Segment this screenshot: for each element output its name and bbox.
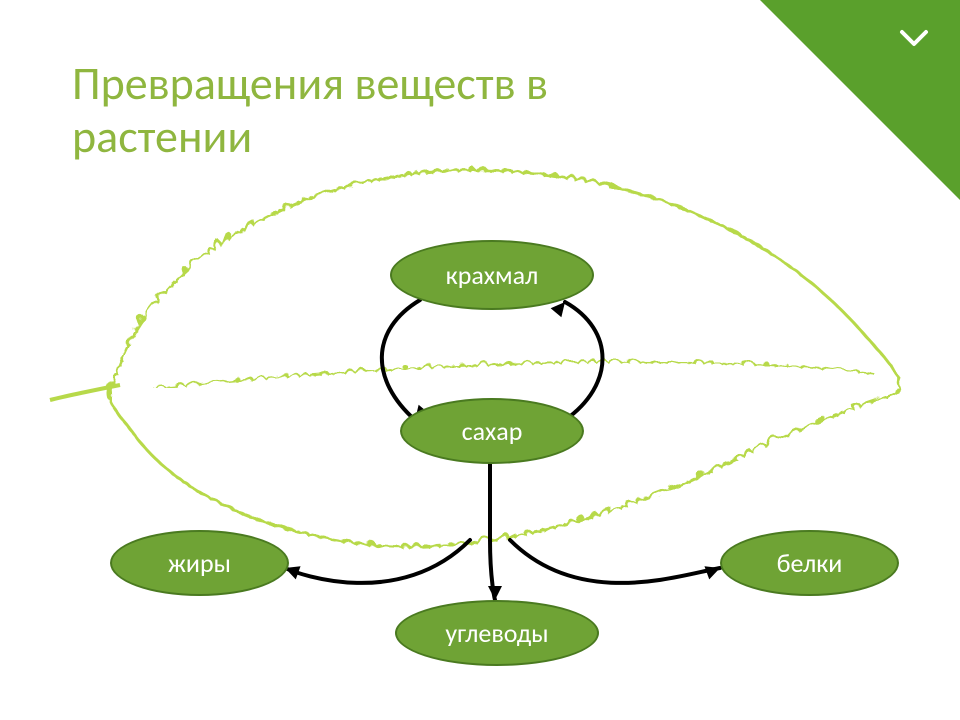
node-carbs: углеводы xyxy=(395,600,599,666)
node-proteins: белки xyxy=(720,530,899,596)
arrow-head-3 xyxy=(488,586,502,600)
leaf-vein xyxy=(150,358,870,385)
node-fats-label: жиры xyxy=(168,547,231,579)
slide-title: Превращения веществ в растении xyxy=(72,58,692,164)
node-starch: крахмал xyxy=(390,240,594,310)
arrow-path-0 xyxy=(382,300,420,420)
node-sugar: сахар xyxy=(400,398,584,464)
arrow-path-4 xyxy=(490,540,495,600)
slide: Превращения веществ в растении крахмал са… xyxy=(0,0,960,720)
node-proteins-label: белки xyxy=(777,547,843,579)
arrow-path-5 xyxy=(510,540,720,583)
node-carbs-label: углеводы xyxy=(445,617,548,649)
node-sugar-label: сахар xyxy=(462,415,523,447)
leaf-outline xyxy=(106,167,897,544)
arrow-path-1 xyxy=(565,302,603,420)
node-starch-label: крахмал xyxy=(446,259,539,291)
node-fats: жиры xyxy=(110,530,289,596)
leaf-stem xyxy=(50,385,120,400)
corner-caret-icon xyxy=(896,22,932,63)
arrow-path-3 xyxy=(285,540,470,583)
